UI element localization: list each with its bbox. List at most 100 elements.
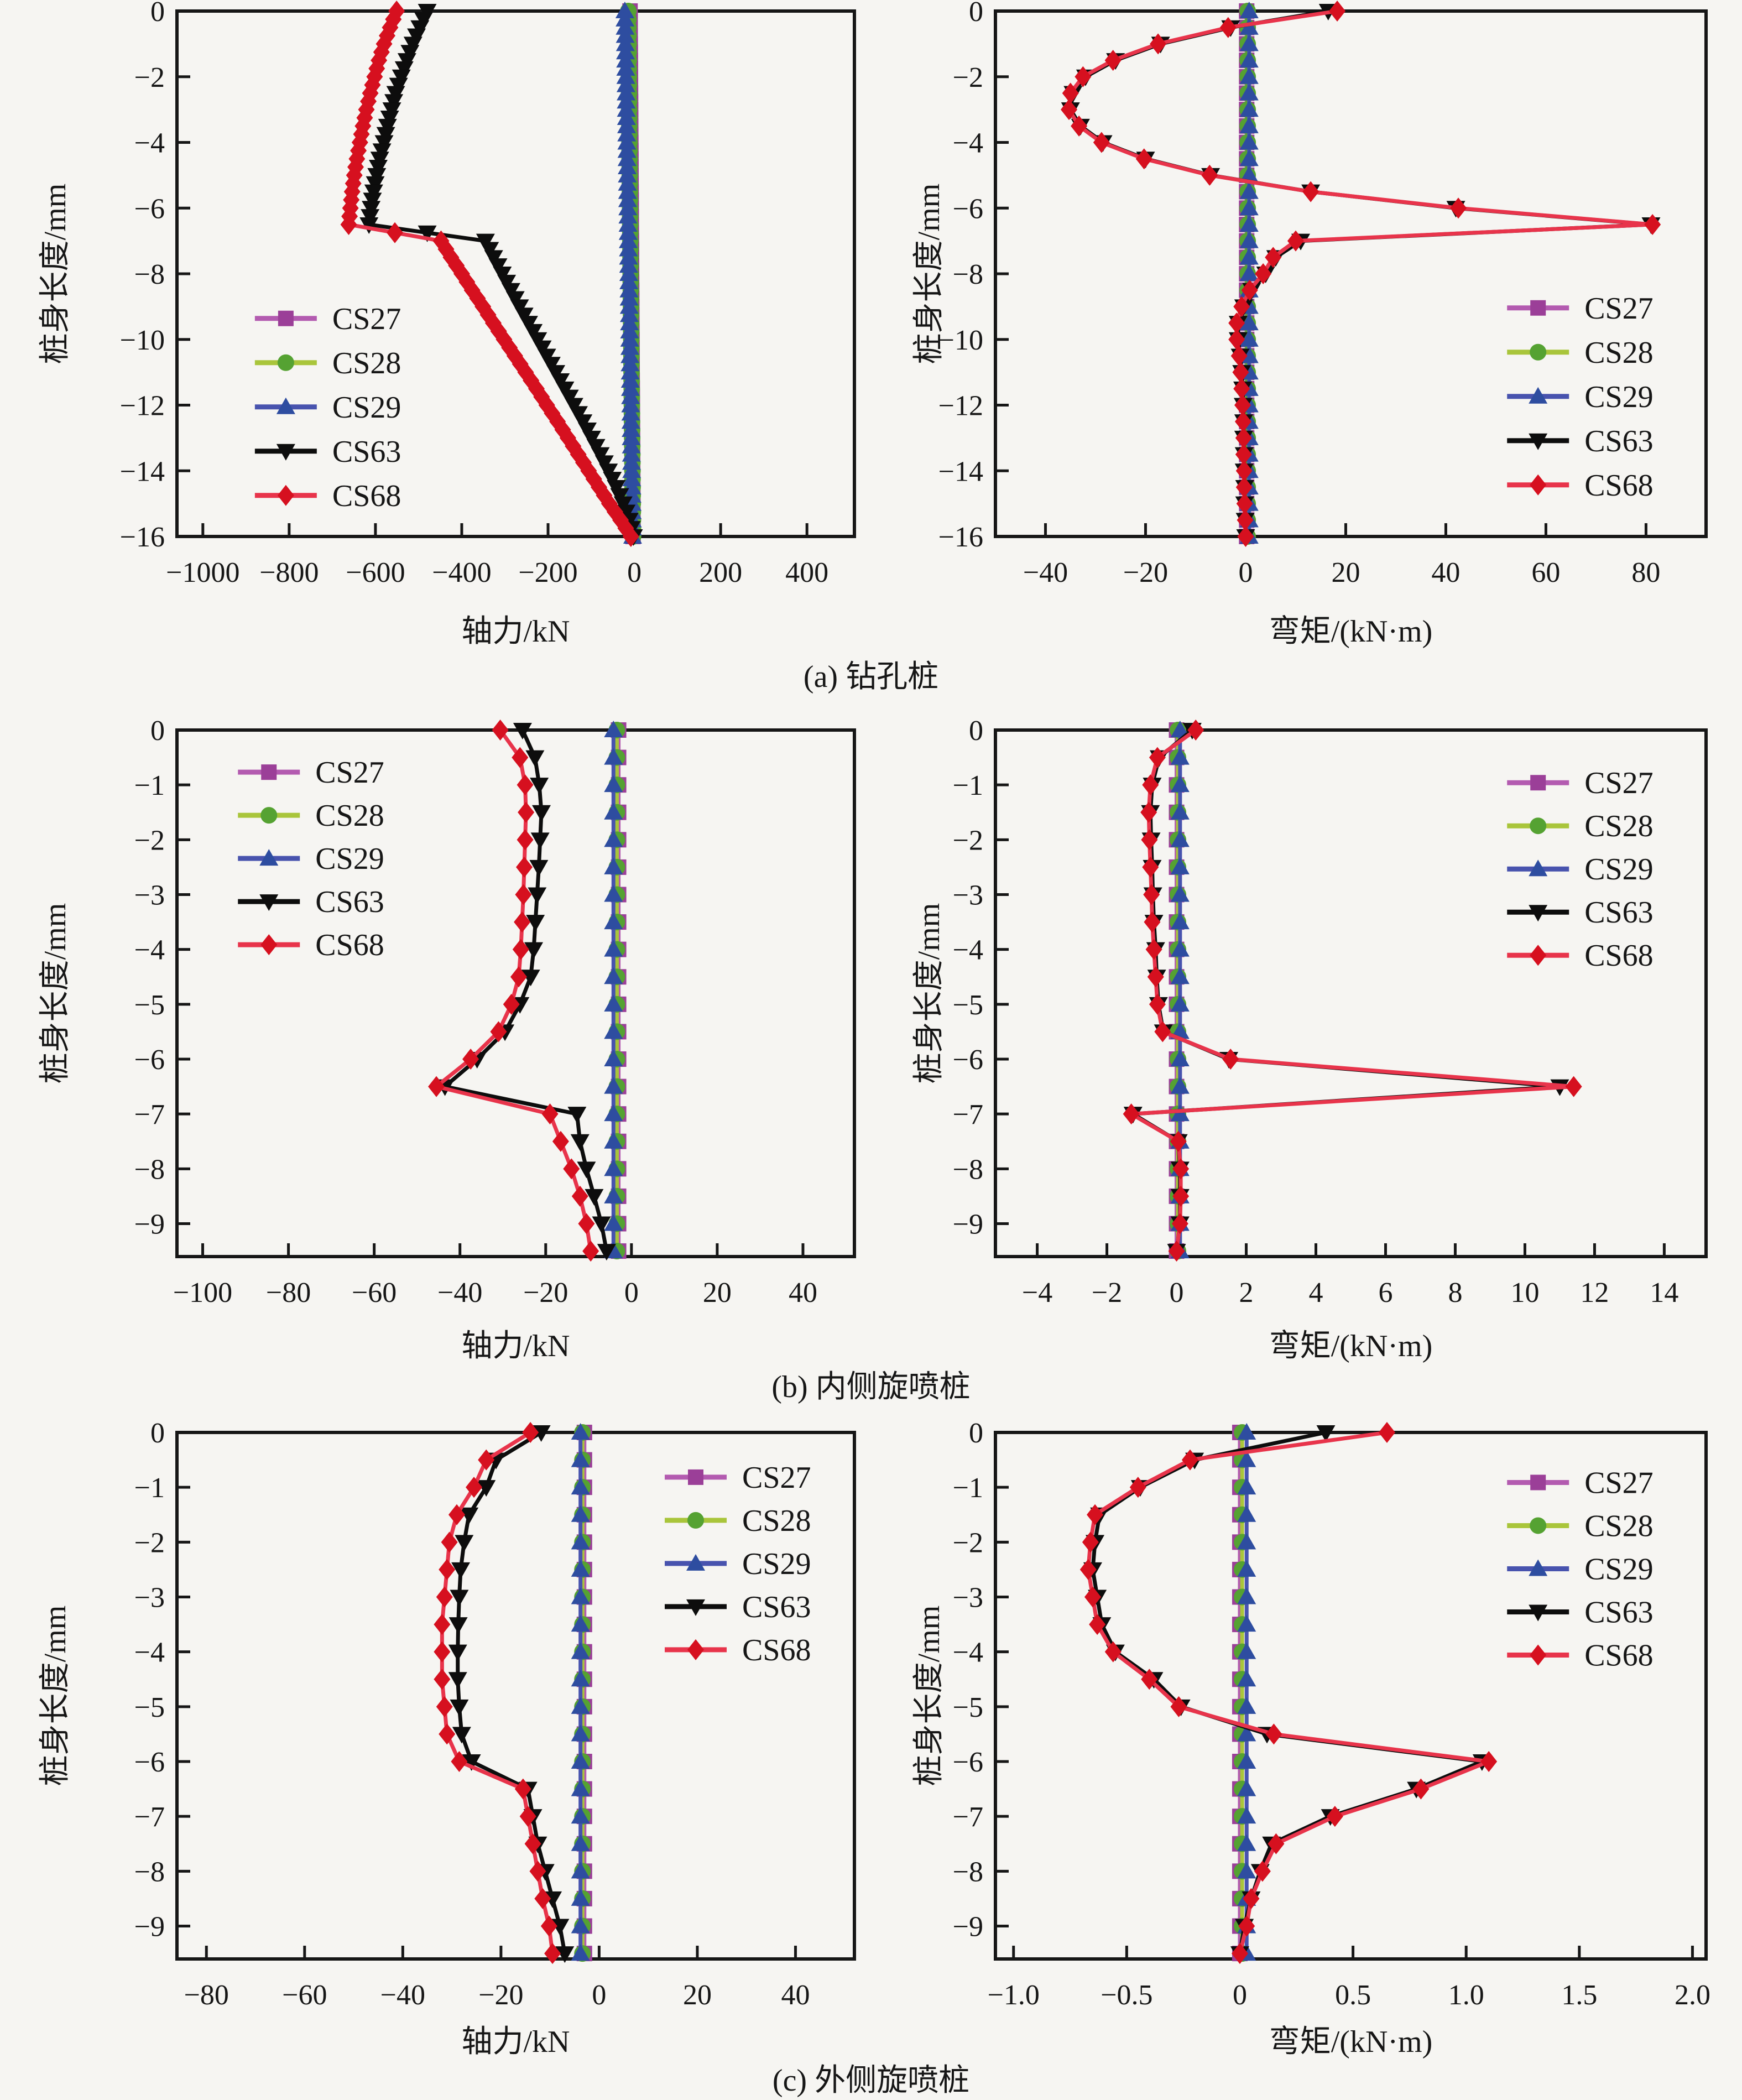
legend-item-CS28: CS28 (1507, 1509, 1654, 1543)
marker-triangle-up (276, 397, 295, 414)
marker-diamond (1219, 17, 1237, 38)
marker-triangle-down (555, 1946, 575, 1963)
x-tick-label: 0 (1238, 557, 1253, 588)
y-tick-label: −1 (134, 1472, 165, 1504)
marker-diamond (1235, 427, 1252, 449)
marker-triangle-up (619, 264, 638, 281)
marker-triangle-up (571, 1587, 590, 1604)
marker-diamond (428, 1076, 445, 1097)
y-tick-label: −8 (953, 1154, 983, 1185)
marker-triangle-up (1237, 1642, 1256, 1659)
marker-triangle-down (1316, 1425, 1336, 1442)
legend-label: CS63 (1584, 1595, 1654, 1629)
marker-triangle-up (622, 461, 641, 478)
marker-triangle-up (604, 1104, 623, 1122)
marker-diamond (1241, 279, 1258, 301)
marker-diamond (1181, 1449, 1198, 1471)
marker-diamond (512, 939, 529, 960)
y-axis-title: 桩身长度/mm (38, 1606, 72, 1786)
marker-triangle-up (619, 256, 638, 273)
marker-triangle-up (1239, 34, 1259, 51)
legend-item-CS63: CS63 (1507, 895, 1654, 930)
marker-triangle-up (604, 1132, 623, 1149)
x-tick-label: 6 (1378, 1277, 1392, 1309)
marker-triangle-down (418, 225, 437, 242)
marker-diamond (1104, 1641, 1122, 1663)
marker-diamond (1254, 1861, 1271, 1882)
marker-triangle-up (1237, 1560, 1256, 1577)
marker-triangle-up (604, 1186, 623, 1203)
marker-diamond (1237, 526, 1254, 547)
chart-panel-b-right: −4 −2 0 2 4 6 8 10 12 14 0 −1 −2 −3 −4 −5 −6 −7 −8 −9 弯矩/(kN… (912, 715, 1708, 1363)
legend-item-CS27: CS27 (1507, 291, 1654, 326)
marker-triangle-down (1529, 433, 1548, 450)
marker-triangle-up (571, 1916, 590, 1934)
marker-square (1530, 300, 1546, 316)
marker-triangle-down (570, 1134, 590, 1151)
marker-diamond (448, 1504, 465, 1525)
x-tick-label: −400 (432, 557, 491, 588)
legend-label: CS28 (332, 346, 401, 381)
marker-diamond (512, 747, 529, 768)
marker-triangle-up (618, 174, 637, 191)
marker-triangle-up (616, 18, 635, 35)
marker-triangle-down (567, 1107, 587, 1124)
legend-label: CS63 (1584, 895, 1654, 930)
legend-b-right: CS27 CS28 CS29 CS63 CS68 (1507, 766, 1654, 973)
marker-diamond (1061, 99, 1078, 121)
x-tick-label: −600 (346, 557, 405, 588)
marker-triangle-up (604, 1214, 623, 1231)
marker-diamond (1172, 1185, 1190, 1207)
marker-diamond (1142, 774, 1159, 796)
x-axis-title: 轴力/kN (462, 1329, 570, 1363)
marker-triangle-up (604, 1159, 623, 1176)
marker-triangle-down (526, 915, 545, 932)
legend-label: CS27 (742, 1461, 811, 1495)
y-tick-label: −6 (953, 1044, 983, 1076)
marker-triangle-up (1239, 182, 1259, 199)
marker-triangle-up (1170, 940, 1190, 957)
marker-triangle-up (616, 26, 635, 43)
series-markers-CS63 (359, 4, 643, 546)
legend-item-CS29: CS29 (1507, 852, 1654, 887)
marker-diamond (516, 856, 533, 878)
legend-label: CS27 (1584, 766, 1654, 800)
marker-triangle-down (448, 1672, 467, 1689)
marker-diamond (1329, 1, 1346, 22)
marker-diamond (1480, 1751, 1498, 1772)
marker-diamond (1075, 66, 1092, 87)
y-tick-label: −14 (120, 456, 165, 487)
marker-diamond (1135, 148, 1152, 170)
marker-triangle-up (617, 149, 637, 166)
marker-triangle-up (617, 141, 637, 158)
marker-diamond (1530, 474, 1547, 496)
marker-triangle-up (619, 231, 638, 248)
legend-item-CS68: CS68 (1507, 468, 1654, 503)
legend-item-CS68: CS68 (238, 928, 384, 962)
y-tick-label: −2 (134, 825, 165, 856)
marker-diamond (434, 1614, 451, 1635)
marker-diamond (1255, 263, 1272, 284)
legend-c-right: CS27 CS28 CS29 CS63 CS68 (1507, 1466, 1654, 1672)
marker-triangle-up (1237, 1587, 1256, 1604)
marker-triangle-up (571, 1807, 590, 1824)
marker-diamond (1140, 801, 1157, 823)
marker-diamond (1172, 1158, 1190, 1180)
legend-item-CS68: CS68 (665, 1633, 811, 1668)
x-tick-label: 0 (627, 557, 641, 588)
marker-circle (260, 807, 278, 824)
legend-label: CS68 (1584, 1638, 1654, 1672)
marker-triangle-down (528, 887, 547, 904)
legend-item-CS29: CS29 (1507, 1552, 1654, 1586)
marker-diamond (517, 829, 534, 851)
marker-diamond (1071, 115, 1088, 137)
y-tick-label: −10 (120, 325, 165, 356)
marker-diamond (534, 1888, 551, 1909)
marker-triangle-up (617, 124, 637, 142)
legend-item-CS29: CS29 (254, 390, 401, 425)
y-axis-title: 桩身长度/mm (38, 184, 72, 364)
marker-triangle-down (259, 894, 279, 911)
legend-label: CS28 (1584, 1509, 1654, 1543)
marker-triangle-down (585, 1189, 604, 1206)
marker-triangle-up (571, 1615, 590, 1632)
